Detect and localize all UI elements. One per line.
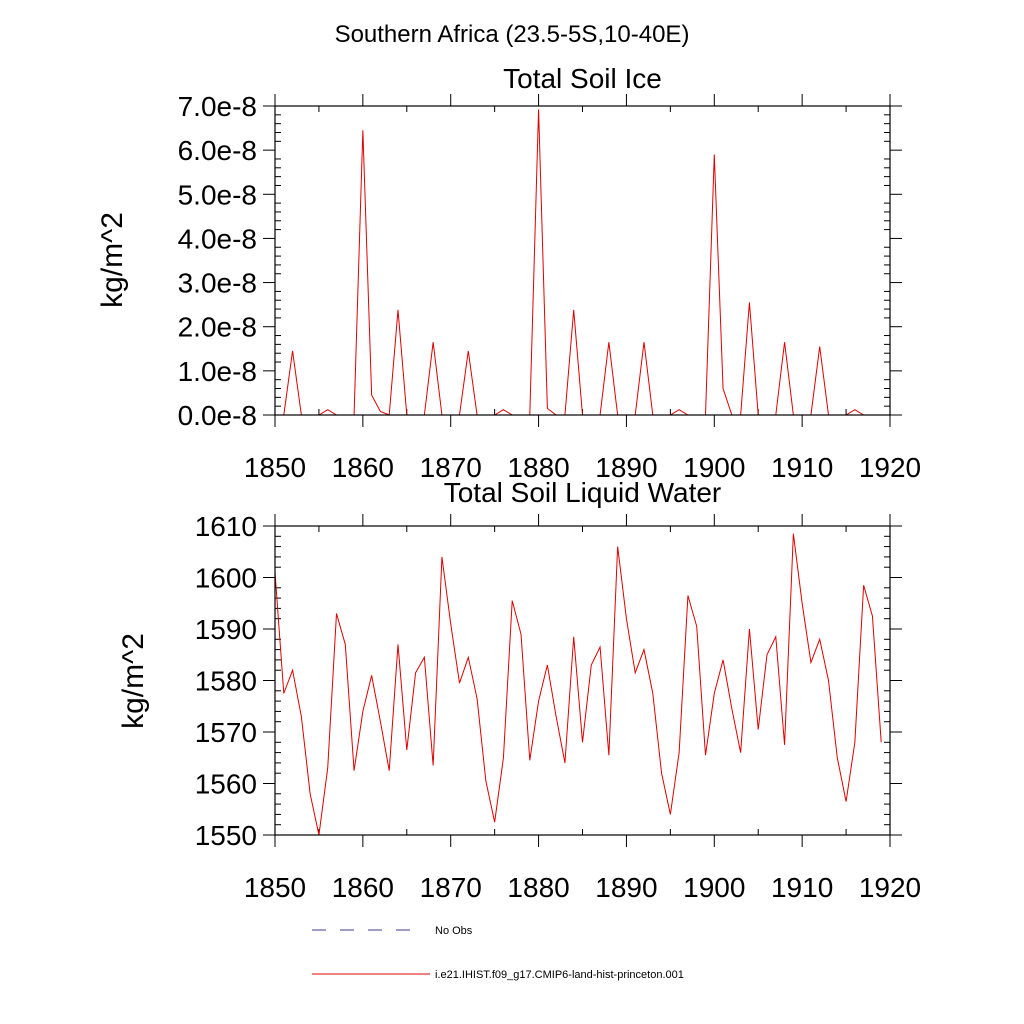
soil-ice-panel: Total Soil Ice kg/m^2 1850 1860 1870 1880 1890… — [96, 63, 921, 483]
y-tick-label: 1570 — [195, 717, 257, 748]
x-tick-label: 1920 — [859, 452, 921, 483]
x-tick-label: 1870 — [420, 452, 482, 483]
legend-label-model: i.e21.IHIST.f09_g17.CMIP6-land-hist-prin… — [435, 969, 684, 981]
plot-frame — [274, 105, 891, 416]
y-tick-label: 4.0e-8 — [178, 223, 257, 254]
y-tick-label: 0.0e-8 — [178, 400, 257, 431]
y-tick-label: 2.0e-8 — [178, 312, 257, 343]
x-tick-label: 1890 — [595, 452, 657, 483]
y-tick-label: 1590 — [195, 614, 257, 645]
x-tick-label: 1900 — [683, 452, 745, 483]
plot-frame — [274, 525, 891, 836]
x-tick-label: 1850 — [244, 872, 306, 903]
y-tick-label: 1610 — [195, 511, 257, 542]
y-tick-label: 7.0e-8 — [178, 91, 257, 122]
x-tick-label: 1910 — [771, 872, 833, 903]
y-tick-label: 1560 — [195, 769, 257, 800]
x-tick-label: 1870 — [420, 872, 482, 903]
x-tick-label: 1860 — [332, 872, 394, 903]
series-line — [275, 109, 882, 416]
panel-title: Total Soil Liquid Water — [444, 477, 722, 508]
series-line — [274, 533, 882, 836]
legend-label-no-obs: No Obs — [435, 925, 473, 937]
x-tick-label: 1910 — [771, 452, 833, 483]
y-tick-label: 1550 — [195, 820, 257, 851]
y-tick-label: 5.0e-8 — [178, 179, 257, 210]
x-tick-label: 1860 — [332, 452, 394, 483]
y-tick-label: 1600 — [195, 563, 257, 594]
x-tick-label: 1850 — [244, 452, 306, 483]
y-tick-label: 3.0e-8 — [178, 268, 257, 299]
x-tick-label: 1920 — [859, 872, 921, 903]
figure-title: Southern Africa (23.5-5S,10-40E) — [335, 21, 690, 48]
y-tick-label: 1.0e-8 — [178, 356, 257, 387]
y-axis-label: kg/m^2 — [96, 212, 129, 308]
x-tick-label: 1880 — [507, 452, 569, 483]
y-axis-label: kg/m^2 — [117, 633, 150, 729]
x-tick-label: 1900 — [683, 872, 745, 903]
soil-liquid-water-panel: Total Soil Liquid Water kg/m^2 1850 1860 187… — [117, 477, 921, 903]
y-tick-label: 1580 — [195, 666, 257, 697]
x-tick-label: 1880 — [507, 872, 569, 903]
x-tick-label: 1890 — [595, 872, 657, 903]
legend: No Obs i.e21.IHIST.f09_g17.CMIP6-land-hi… — [312, 925, 684, 981]
panel-title: Total Soil Ice — [503, 63, 662, 94]
y-tick-label: 6.0e-8 — [178, 135, 257, 166]
